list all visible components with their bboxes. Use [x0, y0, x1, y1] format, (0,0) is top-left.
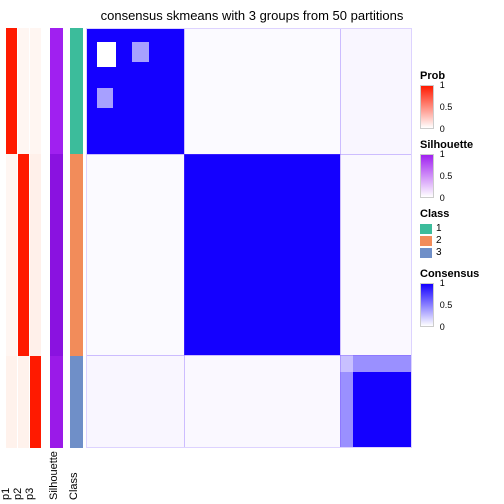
heatmap-block [353, 355, 411, 372]
heatmap-block [87, 355, 184, 447]
heatmap-block [184, 355, 340, 447]
annotation-segment [50, 356, 63, 448]
legend-consensus-title: Consensus [420, 268, 500, 280]
heatmap-block [97, 42, 116, 67]
page-title: consensus skmeans with 3 groups from 50 … [0, 8, 504, 23]
annotation-segment [6, 154, 17, 356]
heatmap-block [340, 29, 411, 154]
heatmap-block [184, 29, 340, 154]
annotation-segment [30, 356, 41, 448]
annotation-segment [18, 356, 29, 448]
legend-consensus-ticks: 10.50 [440, 283, 464, 327]
annotation-segment [70, 356, 83, 448]
annotation-segment [50, 154, 63, 356]
legend-tick: 0.5 [440, 172, 453, 181]
annotation-col-silhouette [50, 28, 63, 448]
annotation-col-p2 [18, 28, 29, 448]
plot-area [6, 28, 416, 448]
heatmap-block [87, 154, 184, 355]
legend-prob-ticks: 10.50 [440, 85, 464, 129]
legend-tick: 0.5 [440, 301, 453, 310]
annotation-segment [6, 356, 17, 448]
legend-consensus-bar [420, 283, 434, 327]
annotation-columns [6, 28, 84, 448]
x-label-silhouette: Silhouette [48, 451, 60, 500]
legend-swatch [420, 248, 432, 258]
legend-silhouette-ticks: 10.50 [440, 154, 464, 198]
heatmap-block [184, 154, 340, 355]
legend-tick: 0.5 [440, 103, 453, 112]
x-label-p2: p2 [12, 488, 24, 500]
x-label-p3: p3 [24, 488, 36, 500]
annotation-col-p3 [30, 28, 41, 448]
legend-silhouette: Silhouette 10.50 [420, 139, 500, 198]
legend-tick: 1 [440, 150, 445, 159]
heatmap-separator [87, 355, 411, 356]
annotation-segment [70, 28, 83, 154]
heatmap-separator [184, 29, 185, 447]
x-label-class: Class [68, 472, 80, 500]
legend-tick: 1 [440, 279, 445, 288]
legend-prob: Prob 10.50 [420, 70, 500, 129]
legend-class-item: 1 [420, 223, 500, 234]
legend-swatch [420, 236, 432, 246]
legend-class: Class 123 [420, 208, 500, 258]
annotation-segment [6, 28, 17, 154]
legend-prob-title: Prob [420, 70, 500, 82]
legend-silhouette-bar [420, 154, 434, 198]
annotation-gap [42, 28, 50, 448]
legend-prob-bar [420, 85, 434, 129]
heatmap-separator [87, 154, 411, 155]
annotation-segment [18, 154, 29, 356]
x-label-p1: p1 [0, 488, 12, 500]
consensus-heatmap [86, 28, 412, 448]
annotation-segment [30, 154, 41, 356]
legend-silhouette-title: Silhouette [420, 139, 500, 151]
annotation-col-class [70, 28, 83, 448]
heatmap-separator [340, 29, 341, 447]
heatmap-block [132, 42, 148, 63]
annotation-segment [18, 28, 29, 154]
legends: Prob 10.50 Silhouette 10.50 Class 123 Co… [420, 70, 500, 337]
legend-consensus: Consensus 10.50 [420, 268, 500, 327]
legend-tick: 0 [440, 194, 445, 203]
annotation-col-p1 [6, 28, 17, 448]
heatmap-block [340, 154, 411, 355]
annotation-segment [30, 28, 41, 154]
legend-label: 1 [436, 223, 442, 234]
heatmap-block [340, 372, 353, 447]
heatmap-block [97, 88, 113, 109]
legend-tick: 0 [440, 323, 445, 332]
legend-swatch [420, 224, 432, 234]
legend-class-item: 2 [420, 235, 500, 246]
annotation-segment [50, 28, 63, 154]
legend-label: 3 [436, 247, 442, 258]
legend-label: 2 [436, 235, 442, 246]
legend-tick: 0 [440, 125, 445, 134]
legend-tick: 1 [440, 81, 445, 90]
heatmap-block [340, 355, 353, 372]
annotation-segment [70, 154, 83, 356]
legend-class-item: 3 [420, 247, 500, 258]
legend-class-title: Class [420, 208, 500, 220]
